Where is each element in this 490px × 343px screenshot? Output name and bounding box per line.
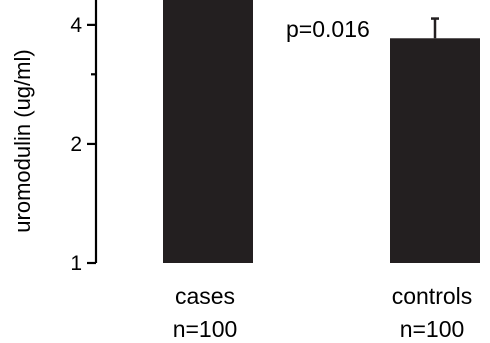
p-value-annotation: p=0.016 (286, 16, 370, 42)
y-tick-label: 2 (70, 133, 82, 156)
y-axis: 1246 (70, 0, 98, 275)
y-tick-label: 1 (70, 252, 82, 275)
bar-cases (163, 0, 253, 264)
category-labels: cases n=100 controls n=100 (173, 283, 473, 342)
bars (163, 0, 480, 264)
bar-controls (390, 38, 480, 264)
y-axis-label: uromodulin (ug/ml) (10, 49, 35, 232)
sample-size-label-cases: n=100 (173, 316, 238, 342)
sample-size-label-controls: n=100 (400, 316, 465, 342)
y-tick-label: 4 (70, 14, 82, 37)
category-label-controls: controls (392, 283, 473, 309)
category-label-cases: cases (175, 283, 235, 309)
